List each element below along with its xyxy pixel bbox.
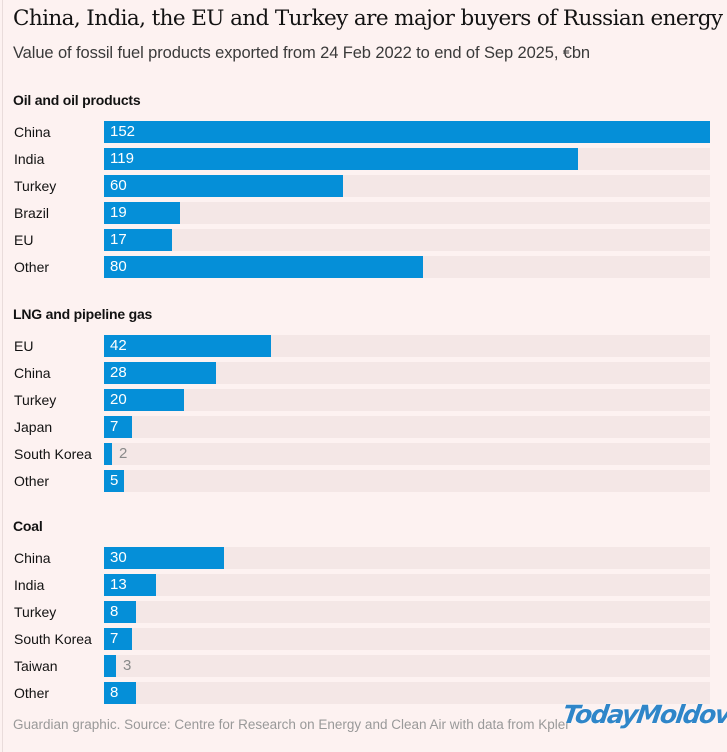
bar <box>104 655 116 677</box>
bar-track: 20 <box>104 389 710 411</box>
value-label: 152 <box>110 123 136 140</box>
value-label: 28 <box>110 364 127 381</box>
section-title: Coal <box>13 518 43 534</box>
category-label: China <box>14 550 51 566</box>
value-label: 7 <box>110 418 119 435</box>
bar-track: 17 <box>104 229 710 251</box>
value-label: 119 <box>110 150 134 167</box>
bar-track: 152 <box>104 121 710 143</box>
bar-track: 13 <box>104 574 710 596</box>
bar <box>104 121 710 143</box>
bar <box>104 574 156 596</box>
bar <box>104 628 132 650</box>
bar <box>104 229 172 251</box>
bar-track: 5 <box>104 470 710 492</box>
bar <box>104 443 112 465</box>
bar-track: 8 <box>104 601 710 623</box>
bar-track: 3 <box>104 655 710 677</box>
category-label: South Korea <box>14 446 92 462</box>
value-label: 60 <box>110 177 127 194</box>
left-border <box>2 0 3 752</box>
category-label: Turkey <box>14 604 57 620</box>
chart-title: China, India, the EU and Turkey are majo… <box>13 6 723 31</box>
category-label: EU <box>14 232 34 248</box>
bar <box>104 335 271 357</box>
value-label: 8 <box>110 684 119 701</box>
value-label: 8 <box>110 603 119 620</box>
category-label: Taiwan <box>14 658 58 674</box>
section-title: LNG and pipeline gas <box>13 306 153 322</box>
bar <box>104 416 132 438</box>
category-label: Other <box>14 259 50 275</box>
category-label: Other <box>14 473 50 489</box>
value-label: 42 <box>110 337 127 354</box>
bar-track: 119 <box>104 148 710 170</box>
bar <box>104 470 124 492</box>
source-note: Guardian graphic. Source: Centre for Res… <box>13 717 570 732</box>
bar-track: 19 <box>104 202 710 224</box>
section-title: Oil and oil products <box>13 92 141 108</box>
bar-track: 30 <box>104 547 710 569</box>
value-label: 80 <box>110 258 127 275</box>
value-label: 30 <box>110 549 127 566</box>
bar-track: 7 <box>104 416 710 438</box>
value-label: 5 <box>110 472 119 489</box>
bar <box>104 547 224 569</box>
category-label: India <box>14 577 45 593</box>
bar <box>104 202 180 224</box>
bar <box>104 601 136 623</box>
bar <box>104 175 343 197</box>
category-label: Other <box>14 685 50 701</box>
category-label: Brazil <box>14 205 50 221</box>
bar <box>104 389 184 411</box>
bar <box>104 256 423 278</box>
bar-track: 80 <box>104 256 710 278</box>
bar <box>104 362 216 384</box>
value-label: 7 <box>110 630 119 647</box>
chart-subtitle: Value of fossil fuel products exported f… <box>13 44 591 62</box>
category-label: China <box>14 365 51 381</box>
category-label: India <box>14 151 45 167</box>
category-label: Japan <box>14 419 53 435</box>
value-label: 19 <box>110 204 127 221</box>
bar-track: 28 <box>104 362 710 384</box>
category-label: China <box>14 124 51 140</box>
value-label: 13 <box>110 576 127 593</box>
category-label: South Korea <box>14 631 92 647</box>
category-label: Turkey <box>14 392 57 408</box>
bar-track: 8 <box>104 682 710 704</box>
category-label: Turkey <box>14 178 57 194</box>
bar-track: 42 <box>104 335 710 357</box>
bar-track: 2 <box>104 443 710 465</box>
bar <box>104 682 136 704</box>
watermark-logo: TodayMoldova <box>560 700 727 729</box>
bar-track: 60 <box>104 175 710 197</box>
bar <box>104 148 578 170</box>
value-label: 20 <box>110 391 127 408</box>
value-label: 3 <box>123 657 132 674</box>
value-label: 17 <box>110 231 127 248</box>
category-label: EU <box>14 338 34 354</box>
bar-track: 7 <box>104 628 710 650</box>
value-label: 2 <box>119 445 128 462</box>
